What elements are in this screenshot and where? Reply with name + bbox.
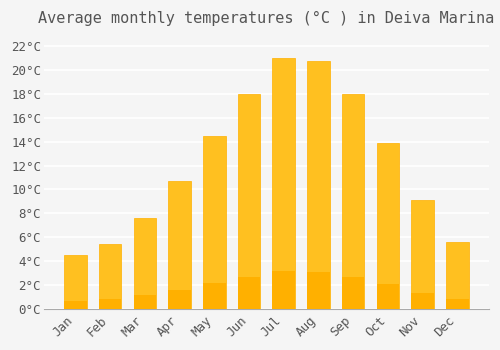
Bar	[238, 277, 260, 309]
Bar	[134, 218, 156, 309]
Bar	[307, 61, 330, 309]
Bar	[376, 284, 399, 309]
Bar	[272, 271, 295, 309]
Bar	[238, 94, 260, 309]
Bar	[376, 143, 399, 309]
Bar	[446, 299, 468, 309]
Bar	[99, 299, 122, 309]
Bar	[342, 94, 364, 309]
Bar	[168, 290, 191, 309]
Bar	[99, 244, 122, 309]
Bar	[412, 200, 434, 309]
Bar	[342, 277, 364, 309]
Bar	[446, 242, 468, 309]
Bar	[64, 301, 86, 309]
Bar	[272, 58, 295, 309]
Bar	[203, 136, 226, 309]
Bar	[134, 295, 156, 309]
Bar	[64, 255, 86, 309]
Bar	[203, 283, 226, 309]
Bar	[412, 293, 434, 309]
Title: Average monthly temperatures (°C ) in Deiva Marina: Average monthly temperatures (°C ) in De…	[38, 11, 494, 26]
Bar	[168, 181, 191, 309]
Bar	[307, 272, 330, 309]
